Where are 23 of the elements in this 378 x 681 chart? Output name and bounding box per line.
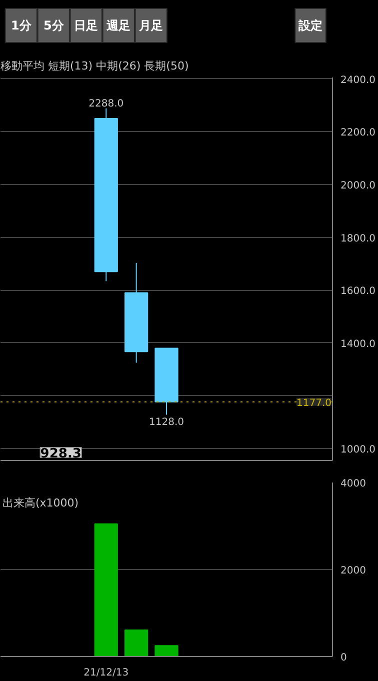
y-tick-label: 4000: [340, 478, 366, 490]
y-tick-label: 0: [340, 652, 347, 664]
y-axis-title: 出来高(x1000): [2, 496, 79, 510]
text: 日足: [74, 18, 98, 32]
y-tick-label: 2200.0: [340, 128, 376, 139]
y-tick-label: 1600.0: [340, 286, 376, 298]
annotation: 928.3: [40, 446, 82, 462]
y-tick-label: 2000.0: [340, 180, 376, 192]
y-tick-label: 1000.0: [340, 444, 376, 456]
ref-line-label: 1177.0: [296, 398, 332, 409]
text: 1分: [10, 18, 32, 32]
x-tick-label: 21/12/13: [84, 668, 129, 678]
annotation: 2288.0: [88, 98, 124, 110]
y-tick-label: 2400.0: [340, 74, 376, 86]
chart-title: 移動平均 短期(13) 中期(26) 長期(50): [0, 60, 189, 72]
text: 5分: [43, 18, 65, 32]
text: 週足: [106, 18, 131, 32]
text: 設定: [298, 18, 323, 32]
text: 月足: [138, 18, 164, 32]
y-tick-label: 2000: [340, 566, 366, 576]
y-tick-label: 1400.0: [340, 338, 376, 350]
annotation: 1128.0: [149, 416, 184, 428]
y-tick-label: 1800.0: [340, 233, 376, 244]
